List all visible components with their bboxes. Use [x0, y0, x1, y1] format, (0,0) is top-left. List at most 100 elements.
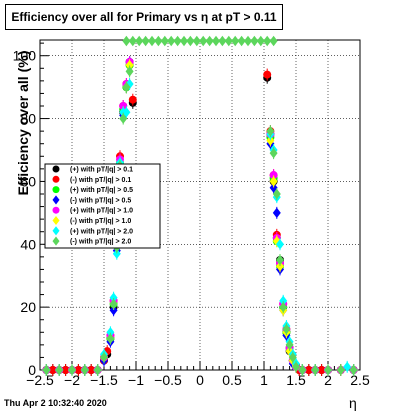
data-point — [279, 301, 288, 313]
data-point — [128, 95, 137, 104]
x-tick-label: −1.5 — [90, 372, 118, 388]
data-point — [55, 364, 64, 376]
data-point — [279, 295, 288, 307]
legend-entry: (-) with pT/|q| > 0.1 — [52, 175, 131, 184]
data-point — [119, 102, 128, 110]
data-point — [106, 333, 115, 344]
series-points — [42, 65, 358, 376]
y-axis-label: Efficiency over all (%) — [15, 50, 31, 196]
legend-label: (-) with pT/|q| > 0.1 — [70, 177, 131, 184]
overflow-point — [128, 35, 137, 47]
data-point — [311, 364, 320, 376]
data-point — [276, 261, 284, 272]
data-point — [125, 78, 134, 90]
data-point — [100, 352, 108, 363]
data-point — [292, 361, 300, 373]
legend-entry: (+) with pT/|q| > 1.0 — [52, 206, 133, 215]
overflow-point — [180, 35, 188, 47]
overflow-point — [192, 35, 201, 47]
legend-entry: (-) with pT/|q| > 2.0 — [52, 236, 131, 246]
data-point — [269, 147, 278, 159]
data-point — [122, 81, 131, 93]
y-tick-label: 100 — [13, 48, 37, 64]
overflow-point — [148, 35, 156, 47]
data-point — [272, 188, 281, 200]
overflow-point — [263, 35, 272, 47]
legend-label: (+) with pT/|q| > 1.0 — [70, 208, 133, 215]
chart-title: Efficiency over all for Primary vs η at … — [5, 4, 283, 30]
data-point — [324, 364, 332, 376]
data-point — [317, 366, 326, 374]
x-tick-label: 2.5 — [350, 372, 370, 388]
overflow-points — [122, 35, 278, 47]
overflow-point — [224, 35, 233, 47]
x-tick-label: −1 — [128, 372, 144, 388]
legend: (+) with pT/|q| > 0.1 (-) with pT/|q| > 0… — [44, 163, 161, 249]
legend-entry: (+) with pT/|q| > 0.1 — [52, 165, 133, 174]
overflow-point — [231, 35, 240, 47]
data-point — [109, 298, 118, 310]
data-point — [106, 327, 115, 338]
legend-marker — [52, 206, 60, 214]
overflow-point — [173, 35, 182, 47]
data-point — [119, 113, 128, 124]
x-tick-label: −2 — [64, 372, 80, 388]
data-point — [87, 366, 96, 374]
data-point — [48, 366, 57, 374]
overflow-point — [135, 35, 144, 47]
legend-marker — [52, 215, 60, 226]
legend-entry: (+) with pT/|q| > 2.0 — [52, 226, 133, 236]
overflow-point — [160, 35, 169, 47]
x-tick-label: 0 — [196, 372, 204, 388]
legend-label: (+) with pT/|q| > 0.1 — [70, 167, 133, 174]
data-point — [349, 364, 358, 376]
data-point — [336, 364, 345, 376]
chart-title-eta: η — [200, 10, 209, 24]
data-point — [109, 292, 118, 303]
data-point — [266, 135, 275, 146]
legend-box — [44, 163, 161, 249]
chart-title-prefix: Efficiency over all for Primary vs — [11, 10, 201, 24]
data-point — [269, 171, 278, 180]
data-point — [122, 107, 131, 118]
data-point — [112, 248, 121, 259]
overflow-point — [205, 35, 214, 47]
data-point — [61, 366, 70, 374]
overflow-point — [167, 35, 176, 47]
x-tick-label: −2.5 — [26, 372, 54, 388]
legend-entry: (-) with pT/|q| > 1.0 — [52, 215, 131, 226]
x-tick-label: 1.5 — [286, 372, 306, 388]
y-tick-label: 40 — [20, 236, 36, 252]
data-point — [343, 361, 352, 373]
data-point — [125, 66, 134, 77]
legend-label: (-) with pT/|q| > 0.5 — [70, 197, 131, 204]
legend-entry: (+) with pT/|q| > 0.5 — [52, 186, 133, 194]
legend-marker — [52, 195, 60, 205]
overflow-point — [244, 35, 252, 47]
x-axis-label: η — [349, 395, 357, 411]
data-point — [304, 366, 313, 374]
overflow-point — [250, 35, 259, 47]
legend-label: (+) with pT/|q| > 2.0 — [70, 228, 133, 235]
data-point — [272, 235, 281, 247]
overflow-point — [237, 35, 246, 47]
overflow-point — [269, 35, 278, 47]
x-tick-label: 1 — [260, 372, 268, 388]
legend-label: (-) with pT/|q| > 2.0 — [70, 239, 131, 246]
data-point — [266, 125, 275, 137]
overflow-point — [154, 35, 163, 47]
data-point — [80, 364, 89, 376]
data-point — [269, 176, 278, 187]
overflow-point — [186, 35, 195, 47]
overflow-point — [256, 35, 265, 47]
data-point — [42, 364, 51, 376]
legend-marker — [52, 226, 60, 236]
legend-label: (-) with pT/|q| > 1.0 — [70, 218, 131, 225]
overflow-point — [212, 35, 220, 47]
legend-marker — [52, 175, 60, 183]
data-point — [276, 239, 284, 250]
overflow-point — [141, 35, 150, 47]
data-point — [276, 254, 284, 266]
data-point — [298, 364, 307, 376]
